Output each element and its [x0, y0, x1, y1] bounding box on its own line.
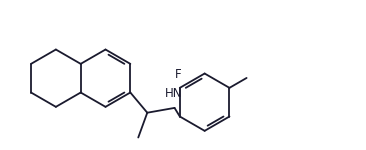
- Text: F: F: [174, 68, 181, 81]
- Text: HN: HN: [165, 87, 182, 100]
